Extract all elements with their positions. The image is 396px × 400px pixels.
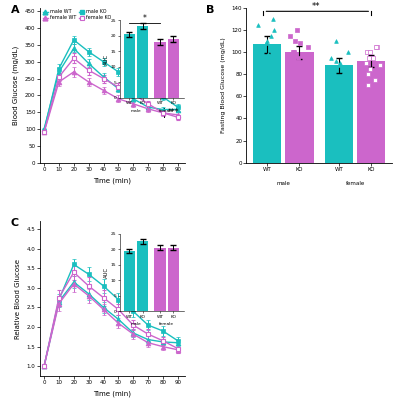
Point (367, 66, 373, 72)
Y-axis label: Blood Glucose (mg/dL): Blood Glucose (mg/dL) (13, 46, 19, 125)
Point (335, 62, 342, 69)
Point (305, 60, 312, 66)
Text: A: A (10, 5, 19, 15)
Point (339, 71, 346, 78)
Point (329, 82, 336, 88)
Point (328, 54, 335, 61)
Point (363, 60, 369, 66)
Point (345, 49, 351, 55)
Point (367, 49, 373, 55)
X-axis label: Time (min): Time (min) (93, 177, 131, 184)
Point (263, 40, 269, 46)
Point (369, 54, 376, 61)
Point (264, 54, 270, 61)
Point (366, 82, 372, 88)
Point (295, 54, 301, 61)
Legend: male WT, female WT, male KO, female KO: male WT, female WT, male KO, female KO (42, 9, 112, 21)
Point (373, 44, 379, 50)
Point (371, 76, 378, 83)
Point (274, 49, 280, 55)
Text: B: B (206, 5, 214, 15)
Point (365, 71, 371, 78)
Point (255, 21, 261, 28)
Point (374, 44, 380, 50)
Point (265, 51, 271, 58)
Text: ***: *** (168, 108, 179, 117)
Point (306, 76, 312, 83)
Text: **: ** (312, 2, 321, 11)
Text: female: female (346, 181, 365, 186)
Point (287, 32, 293, 39)
Bar (357, 61, 385, 163)
Bar (253, 44, 282, 163)
Y-axis label: Relative Blood Glucose: Relative Blood Glucose (15, 259, 21, 339)
Point (292, 38, 298, 44)
Bar (285, 52, 314, 163)
Point (337, 60, 343, 66)
Text: male: male (276, 181, 290, 186)
X-axis label: Time (min): Time (min) (93, 391, 131, 397)
Point (269, 44, 275, 50)
Text: C: C (10, 218, 19, 228)
Point (343, 73, 349, 80)
Point (336, 88, 342, 94)
Point (377, 62, 383, 69)
Point (333, 58, 339, 64)
Point (286, 66, 293, 72)
Point (255, 57, 261, 63)
Point (298, 71, 305, 78)
Point (364, 49, 371, 55)
Point (333, 38, 339, 44)
Point (294, 27, 300, 33)
Point (341, 66, 348, 72)
Point (335, 76, 342, 83)
Point (270, 16, 276, 22)
Point (264, 38, 270, 44)
Y-axis label: Fasting Blood Glucose (mg/dL): Fasting Blood Glucose (mg/dL) (221, 38, 226, 133)
Bar (325, 66, 353, 163)
Point (297, 40, 304, 46)
Point (366, 54, 373, 61)
Point (259, 44, 265, 50)
Point (291, 49, 297, 55)
Point (290, 49, 297, 55)
Point (268, 32, 274, 39)
Point (305, 44, 311, 50)
Point (270, 27, 277, 33)
